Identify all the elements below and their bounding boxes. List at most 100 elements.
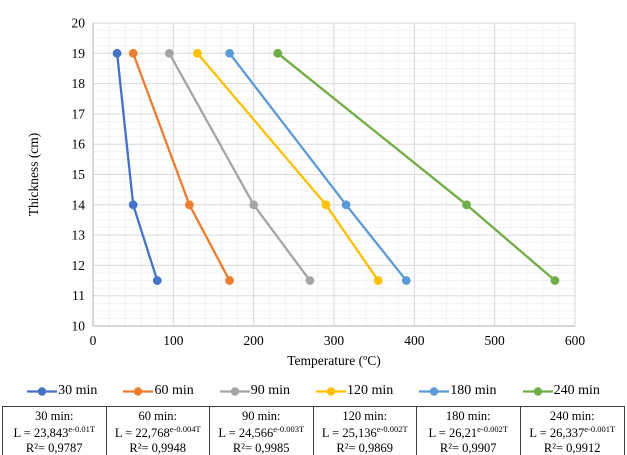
y-tick-label: 14 bbox=[72, 197, 86, 212]
legend-marker-icon bbox=[316, 386, 346, 396]
x-tick-label: 0 bbox=[90, 333, 97, 348]
legend-marker-icon bbox=[123, 386, 154, 396]
equation-cell-60-min: 60 min: L = 22,768e-0.004T R²= 0,9948 bbox=[107, 407, 210, 455]
legend-marker-icon bbox=[419, 386, 450, 396]
data-point bbox=[401, 276, 411, 285]
r-squared-value: R²= 0,9912 bbox=[543, 441, 601, 455]
y-tick-label: 17 bbox=[72, 106, 86, 121]
legend-marker-icon bbox=[27, 386, 58, 396]
y-tick-label: 12 bbox=[72, 258, 86, 273]
data-point bbox=[273, 48, 283, 58]
equation-cell-90-min: 90 min: L = 24,566e-0.003T R²= 0,9985 bbox=[210, 407, 314, 455]
legend-marker-icon bbox=[522, 386, 553, 396]
equation-exponent: e-0.002T bbox=[477, 424, 509, 434]
legend-label: 240 min bbox=[553, 383, 600, 398]
equation-exponent: e-0.002T bbox=[376, 424, 408, 434]
equation-exponent: e-0.003T bbox=[273, 424, 305, 434]
equation-cell-title: 90 min: bbox=[241, 409, 281, 423]
legend-label: 90 min bbox=[250, 383, 290, 398]
series-180-min bbox=[225, 48, 411, 285]
equation-exponent: e-0.004T bbox=[169, 424, 201, 434]
equation-base: L = 25,136 bbox=[321, 426, 377, 441]
x-tick-labels: 0 100 200 300 400 500 600 bbox=[90, 333, 586, 348]
legend-item-120-min: 120 min bbox=[316, 383, 393, 399]
x-tick-label: 500 bbox=[485, 333, 506, 348]
equation-cell-title: 180 min: bbox=[445, 409, 491, 423]
y-tick-label: 11 bbox=[72, 288, 85, 303]
legend-item-60-min: 60 min bbox=[123, 383, 194, 399]
equation-cell-180-min: 180 min: L = 26,21e-0.002T R²= 0,9907 bbox=[417, 407, 521, 455]
equation-base: L = 26,21 bbox=[428, 426, 478, 441]
equation-base: L = 23,843 bbox=[13, 426, 69, 441]
x-tick-label: 100 bbox=[163, 333, 184, 348]
data-point bbox=[305, 276, 315, 285]
legend-label: 180 min bbox=[450, 383, 497, 398]
series-60-min bbox=[128, 48, 234, 285]
data-point bbox=[225, 276, 234, 285]
y-axis-title: Thickness (cm) bbox=[26, 133, 41, 217]
legend-label: 120 min bbox=[347, 383, 394, 398]
r-squared-value: R²= 0,9787 bbox=[25, 441, 83, 455]
legend-label: 30 min bbox=[58, 383, 98, 398]
equation-base: L = 24,566 bbox=[218, 426, 274, 441]
equation-cell-30-min: 30 min: L = 23,843e-0.01T R²= 0,9787 bbox=[3, 407, 107, 455]
legend-marker-icon bbox=[219, 386, 250, 396]
equation-base: L = 26,337 bbox=[529, 426, 585, 441]
equation-cell-120-min: 120 min: L = 25,136e-0.002T R²= 0,9869 bbox=[314, 407, 417, 455]
data-point bbox=[321, 200, 331, 210]
chart-legend: 30 min 60 min 90 min 120 min 180 min 240 min bbox=[0, 381, 627, 401]
line-chart: 0 100 200 300 400 500 600 10 11 12 13 14 15 16 17 18 19 2… bbox=[26, 16, 586, 369]
y-tick-label: 16 bbox=[72, 137, 86, 152]
legend-item-180-min: 180 min bbox=[419, 383, 497, 399]
x-tick-label: 600 bbox=[565, 333, 586, 348]
data-point bbox=[164, 48, 174, 58]
data-point bbox=[128, 48, 138, 58]
x-axis-title: Temperature (ºC) bbox=[287, 353, 381, 368]
equation-exponent: e-0.01T bbox=[68, 424, 96, 434]
y-tick-label: 20 bbox=[72, 16, 86, 31]
data-point bbox=[341, 200, 351, 210]
data-point bbox=[550, 276, 560, 285]
series-30-min bbox=[112, 48, 162, 285]
equation-formula: L = 25,136e-0.002T bbox=[315, 424, 416, 441]
legend-item-30-min: 30 min bbox=[27, 383, 97, 399]
y-tick-label: 13 bbox=[72, 228, 86, 243]
data-point bbox=[112, 48, 122, 58]
equation-formula: L = 26,21e-0.002T bbox=[418, 424, 519, 441]
equation-cell-240-min: 240 min: L = 26,337e-0.001T R²= 0,9912 bbox=[521, 407, 625, 455]
data-point bbox=[185, 200, 194, 210]
axes bbox=[92, 23, 575, 327]
r-squared-value: R²= 0,9948 bbox=[129, 441, 187, 455]
legend-item-90-min: 90 min bbox=[219, 383, 290, 399]
equation-formula: L = 22,768e-0.004T bbox=[108, 424, 209, 441]
equation-cell-title: 30 min: bbox=[34, 409, 74, 423]
equation-formula: L = 24,566e-0.003T bbox=[211, 424, 312, 441]
data-point bbox=[462, 200, 471, 210]
series-240-min bbox=[273, 48, 560, 285]
equation-cell-title: 120 min: bbox=[342, 409, 388, 423]
r-squared-value: R²= 0,9907 bbox=[439, 441, 497, 455]
data-point bbox=[152, 276, 162, 285]
data-point bbox=[373, 276, 383, 285]
y-tick-labels: 10 11 12 13 14 15 16 17 18 19 20 bbox=[72, 16, 86, 334]
series-90-min bbox=[164, 48, 315, 285]
x-tick-label: 300 bbox=[324, 333, 345, 348]
r-squared-value: R²= 0,9985 bbox=[232, 441, 290, 455]
equation-formula: L = 26,337e-0.001T bbox=[522, 424, 624, 441]
y-tick-label: 15 bbox=[72, 167, 86, 182]
legend-item-240-min: 240 min bbox=[522, 383, 600, 399]
equation-cell-title: 240 min: bbox=[549, 409, 595, 423]
equation-table: 30 min: L = 23,843e-0.01T R²= 0,9787 60 min… bbox=[2, 406, 625, 455]
equation-exponent: e-0.001T bbox=[584, 424, 616, 434]
x-tick-label: 400 bbox=[404, 333, 425, 348]
equation-formula: L = 23,843e-0.01T bbox=[4, 424, 105, 441]
data-point bbox=[249, 200, 259, 210]
legend-label: 60 min bbox=[154, 383, 194, 398]
y-tick-label: 18 bbox=[72, 76, 86, 91]
equation-base: L = 22,768 bbox=[114, 426, 170, 441]
data-point bbox=[193, 48, 202, 58]
equation-cell-title: 60 min: bbox=[138, 409, 178, 423]
y-tick-label: 10 bbox=[72, 319, 86, 334]
data-point bbox=[225, 48, 234, 58]
r-squared-value: R²= 0,9869 bbox=[336, 441, 394, 455]
